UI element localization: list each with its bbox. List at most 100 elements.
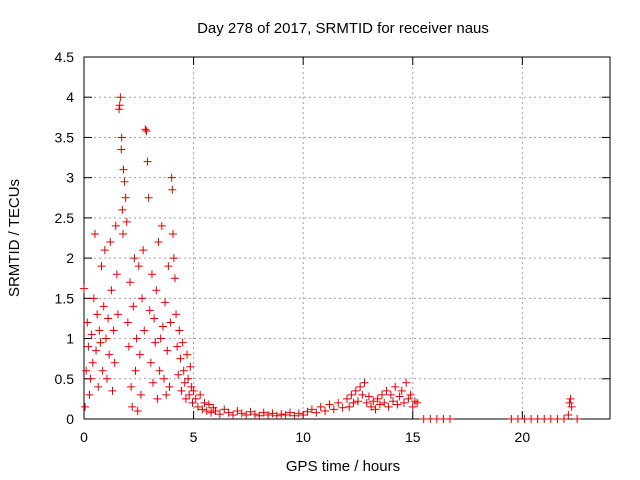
data-point	[255, 411, 264, 420]
data-point	[369, 397, 378, 406]
data-point	[186, 362, 195, 371]
data-point	[140, 326, 149, 335]
y-tick-label: 2	[66, 250, 74, 266]
data-point	[338, 403, 347, 412]
data-point	[290, 411, 299, 420]
data-point	[373, 394, 382, 403]
y-tick-label: 1.5	[55, 290, 75, 306]
data-point	[380, 398, 389, 407]
data-point	[573, 415, 582, 423]
data-point	[158, 322, 167, 331]
data-point	[129, 302, 138, 311]
data-point	[83, 318, 92, 327]
data-point	[99, 302, 108, 311]
data-point	[167, 173, 176, 182]
x-tick-label: 0	[80, 429, 88, 445]
data-point	[84, 342, 93, 351]
data-point	[111, 221, 120, 230]
data-point	[155, 366, 164, 375]
data-point	[136, 390, 145, 399]
data-point	[277, 410, 286, 419]
data-point	[168, 185, 177, 194]
data-point	[98, 366, 107, 375]
data-point	[131, 366, 140, 375]
y-tick-label: 0.5	[55, 371, 75, 387]
data-point	[118, 205, 127, 214]
data-point	[207, 408, 216, 417]
data-point	[82, 366, 91, 375]
data-point	[96, 338, 105, 347]
data-point	[397, 386, 406, 395]
data-point	[179, 366, 188, 375]
data-point	[121, 193, 130, 202]
data-point	[152, 286, 161, 295]
data-point	[215, 410, 224, 419]
data-point	[334, 398, 343, 407]
data-point	[347, 390, 356, 399]
data-point	[187, 382, 196, 391]
data-point	[124, 342, 133, 351]
data-point	[358, 390, 367, 399]
data-point	[402, 378, 411, 387]
data-point	[162, 390, 171, 399]
data-point	[172, 310, 181, 319]
data-point	[88, 358, 97, 367]
data-point	[103, 374, 112, 383]
data-point	[316, 402, 325, 411]
data-point	[180, 378, 189, 387]
data-point	[242, 410, 251, 419]
data-point	[97, 262, 106, 271]
data-point	[156, 334, 165, 343]
data-point	[204, 400, 213, 409]
data-point	[139, 246, 148, 255]
data-point	[250, 410, 259, 419]
data-point	[183, 350, 192, 359]
data-point	[371, 405, 380, 414]
data-point	[147, 270, 156, 279]
data-point	[94, 382, 103, 391]
data-point	[299, 410, 308, 419]
y-tick-label: 4.5	[55, 49, 75, 65]
data-point	[127, 382, 136, 391]
data-point	[389, 397, 398, 406]
data-point	[375, 400, 384, 409]
data-point	[312, 408, 321, 417]
data-point	[170, 274, 179, 283]
data-point	[177, 386, 186, 395]
data-markers	[80, 93, 582, 423]
data-point	[237, 409, 246, 418]
data-point	[343, 394, 351, 403]
data-point	[144, 193, 153, 202]
data-point	[145, 306, 154, 315]
data-point	[87, 330, 96, 339]
data-point	[281, 410, 290, 419]
x-tick-label: 10	[295, 429, 311, 445]
data-point	[395, 392, 404, 401]
data-point	[80, 284, 88, 293]
data-point	[386, 390, 395, 399]
data-point	[165, 382, 174, 391]
data-point	[404, 394, 413, 403]
data-point	[169, 254, 178, 263]
data-point	[142, 127, 151, 136]
data-point	[108, 386, 117, 395]
data-point	[122, 217, 131, 226]
data-point	[138, 294, 147, 303]
data-point	[406, 390, 415, 399]
data-point	[353, 397, 362, 406]
grid	[84, 57, 610, 419]
data-point	[166, 318, 175, 327]
plot-frame	[83, 56, 611, 420]
data-point	[135, 350, 144, 359]
data-point	[325, 400, 334, 409]
data-point	[89, 294, 98, 303]
data-point	[559, 415, 568, 423]
data-point	[126, 278, 135, 287]
data-point	[393, 400, 402, 409]
data-point	[134, 262, 143, 271]
data-point	[345, 402, 354, 411]
data-point	[294, 409, 303, 418]
data-point	[146, 358, 155, 367]
data-point	[115, 105, 124, 114]
x-tick-label: 5	[190, 429, 198, 445]
